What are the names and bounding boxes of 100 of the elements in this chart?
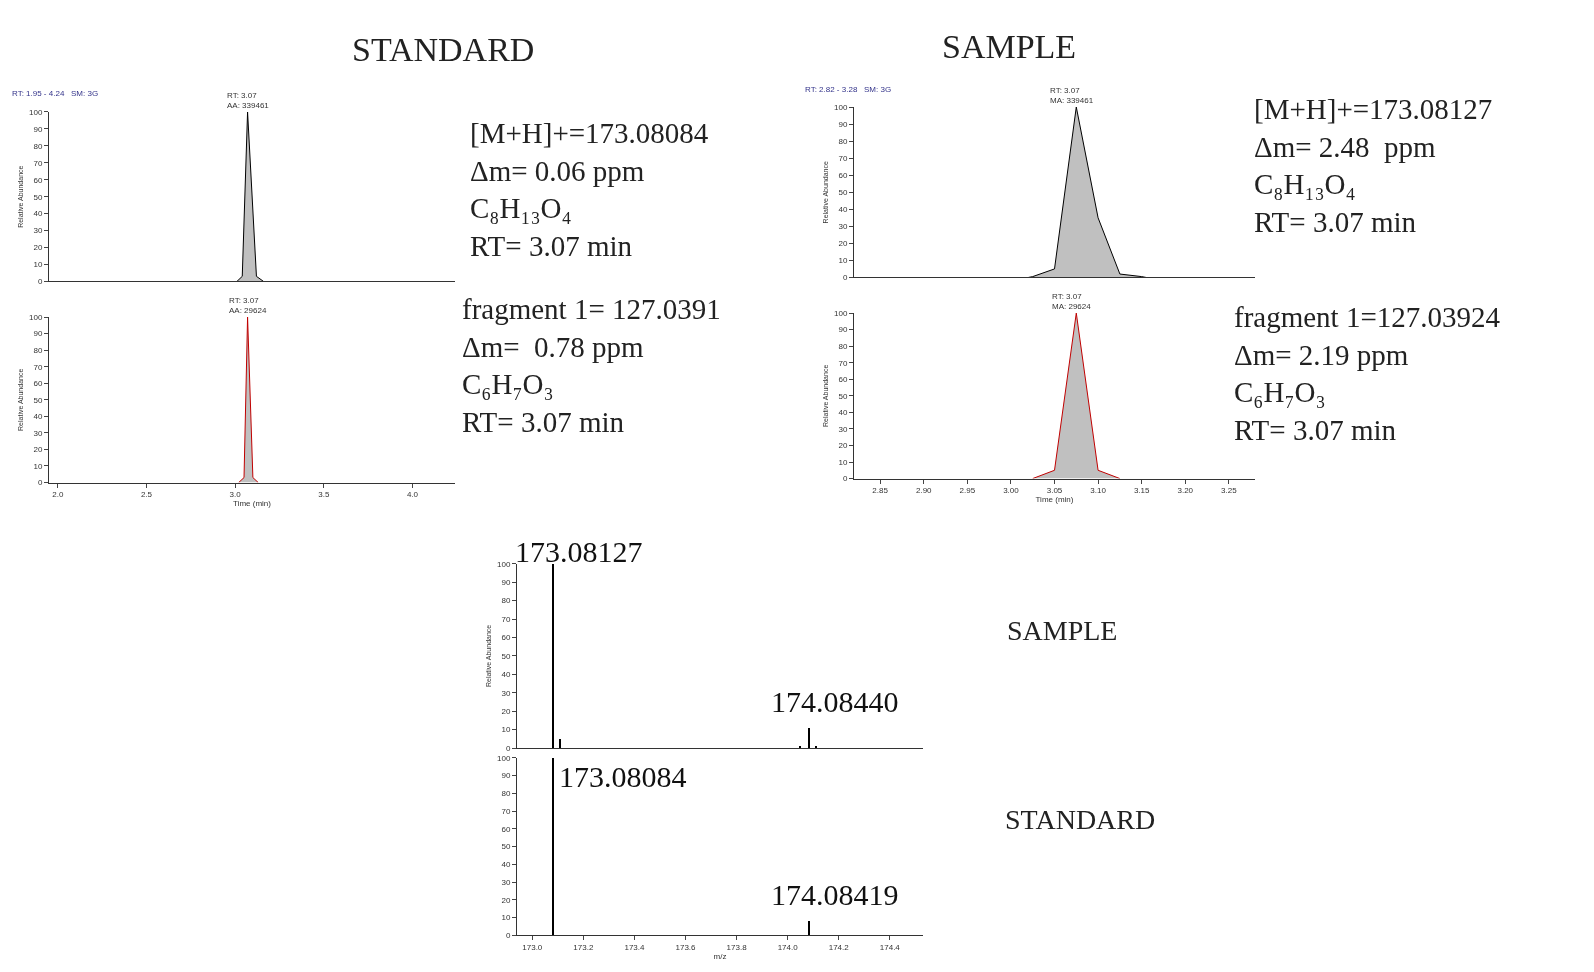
y-tick-label: 70 bbox=[838, 153, 848, 163]
x-tick-label: 3.5 bbox=[318, 490, 330, 500]
y-tick-label: 20 bbox=[501, 895, 511, 905]
y-tick-label: 70 bbox=[501, 806, 511, 816]
y-tick-label: 0 bbox=[842, 273, 848, 283]
y-tick-label: 50 bbox=[33, 192, 43, 202]
annotation: RT: 3.07 AA: 29624 bbox=[229, 296, 267, 316]
y-tick-label: 70 bbox=[33, 362, 43, 372]
y-tick-label: 20 bbox=[33, 243, 43, 253]
y-tick-label: 20 bbox=[838, 239, 848, 249]
annotation: fragment 1=127.03924 Δm= 2.19 ppm C₆H₇O₃ RT= 3.07 min bbox=[1234, 301, 1501, 447]
y-tick-label: 10 bbox=[838, 256, 848, 266]
y-tick-label: 80 bbox=[838, 342, 848, 351]
y-tick-label: 40 bbox=[501, 860, 511, 870]
annotation: 174.08419 bbox=[771, 878, 899, 911]
y-tick-label: 100 bbox=[497, 559, 511, 569]
x-axis-title: Time (min) bbox=[1035, 495, 1074, 505]
y-tick-label: 20 bbox=[501, 706, 511, 716]
x-tick-label: 4.0 bbox=[406, 490, 419, 500]
bar bbox=[552, 563, 554, 748]
y-tick-label: 70 bbox=[838, 358, 848, 368]
x-tick-label: 3.05 bbox=[1046, 486, 1063, 496]
text: STANDARD bbox=[1005, 804, 1156, 835]
y-tick-label: 100 bbox=[29, 107, 43, 117]
x-tick-label: 173.2 bbox=[573, 942, 594, 952]
bar bbox=[559, 738, 561, 748]
y-tick-label: 60 bbox=[838, 171, 848, 180]
y-tick-label: 30 bbox=[33, 428, 43, 438]
y-tick-label: 20 bbox=[838, 441, 848, 451]
x-axis-title: Time (min) bbox=[233, 499, 272, 509]
y-tick-label: 60 bbox=[838, 375, 848, 385]
y-tick-label: 90 bbox=[501, 771, 511, 781]
x-tick-label: 2.95 bbox=[959, 486, 976, 496]
y-tick-label: 0 bbox=[842, 474, 848, 484]
y-tick-label: 90 bbox=[501, 578, 511, 587]
x-tick-label: 173.8 bbox=[726, 942, 748, 952]
x-tick-label: 3.25 bbox=[1221, 486, 1238, 496]
y-tick-label: 50 bbox=[838, 391, 848, 401]
y-tick-label: 50 bbox=[501, 651, 511, 661]
annotation: 173.08084 bbox=[559, 760, 687, 793]
y-tick-label: 10 bbox=[838, 457, 848, 467]
x-tick-label: 173.0 bbox=[522, 942, 543, 952]
y-tick-label: 90 bbox=[838, 325, 848, 335]
y-tick-label: 10 bbox=[501, 725, 511, 735]
y-tick-label: 70 bbox=[33, 158, 43, 168]
y-tick-label: 60 bbox=[33, 379, 43, 389]
y-tick-label: 10 bbox=[33, 260, 43, 270]
y-tick-label: 50 bbox=[33, 395, 43, 405]
y-tick-label: 100 bbox=[497, 753, 511, 763]
annotation: RT: 3.07 MA: 339461 bbox=[1050, 86, 1094, 106]
x-tick-label: 2.85 bbox=[872, 486, 889, 496]
text: fragment 1= 127.0391 Δm= 0.78 ppm C₆H₇O₃ RT= 3.07 min bbox=[462, 293, 721, 439]
annotation: 173.08127 bbox=[515, 535, 643, 568]
y-tick-label: 90 bbox=[33, 329, 43, 339]
y-tick-label: 30 bbox=[838, 222, 848, 232]
y-tick-label: 30 bbox=[33, 226, 43, 236]
y-tick-label: 0 bbox=[505, 743, 511, 753]
y-tick-label: 30 bbox=[838, 424, 848, 434]
x-tick-label: 3.0 bbox=[229, 490, 242, 500]
x-tick-label: 174.2 bbox=[828, 942, 850, 952]
y-tick-label: 70 bbox=[501, 614, 511, 624]
text: SAMPLE bbox=[1007, 615, 1118, 646]
chart-title: SAMPLE bbox=[942, 28, 1077, 65]
annotation: RT: 3.07 AA: 339461 bbox=[227, 91, 270, 111]
x-tick-label: 3.10 bbox=[1090, 486, 1107, 496]
y-tick-label: 100 bbox=[29, 312, 43, 322]
x-tick-label: 3.00 bbox=[1003, 486, 1020, 496]
y-tick-label: 40 bbox=[838, 205, 848, 215]
annotation: 174.08440 bbox=[771, 685, 899, 718]
annotation: RT: 3.07 MA: 29624 bbox=[1052, 292, 1092, 312]
y-tick-label: 10 bbox=[501, 913, 511, 923]
y-tick-label: 80 bbox=[838, 136, 848, 146]
x-tick-label: 3.15 bbox=[1133, 486, 1150, 496]
y-tick-label: 0 bbox=[37, 277, 43, 287]
x-tick-label: 2.90 bbox=[915, 486, 933, 496]
x-tick-label: 2.5 bbox=[140, 490, 153, 500]
y-tick-label: 50 bbox=[501, 842, 511, 852]
x-tick-label: 2.0 bbox=[52, 490, 64, 500]
y-tick-label: 20 bbox=[33, 445, 43, 455]
y-tick-label: 90 bbox=[33, 124, 43, 134]
y-tick-label: 40 bbox=[33, 412, 43, 422]
y-tick-label: 80 bbox=[33, 345, 43, 355]
x-tick-label: 173.4 bbox=[624, 942, 646, 952]
y-tick-label: 0 bbox=[505, 931, 511, 941]
y-tick-label: 90 bbox=[838, 119, 848, 129]
y-tick-label: 80 bbox=[33, 141, 43, 151]
x-tick-label: 3.20 bbox=[1177, 486, 1194, 496]
y-tick-label: 40 bbox=[501, 670, 511, 680]
y-tick-label: 100 bbox=[834, 102, 848, 112]
y-tick-label: 30 bbox=[501, 877, 511, 887]
x-tick-label: 174.4 bbox=[879, 942, 901, 952]
y-tick-label: 10 bbox=[33, 461, 43, 471]
y-tick-label: 40 bbox=[33, 209, 43, 219]
chart-title: STANDARD bbox=[352, 31, 535, 68]
annotation: [M+H]+=173.08127 Δm= 2.48 ppm C₈H₁₃O₄ RT= 3.07 min bbox=[1254, 93, 1493, 239]
y-tick-label: 0 bbox=[37, 478, 43, 488]
x-tick-label: 174.0 bbox=[777, 942, 799, 952]
x-tick-label: 173.6 bbox=[675, 942, 697, 952]
text: RT: 1.95 - 4.24 SM: 3G bbox=[12, 89, 99, 98]
y-tick-label: 40 bbox=[838, 408, 848, 418]
